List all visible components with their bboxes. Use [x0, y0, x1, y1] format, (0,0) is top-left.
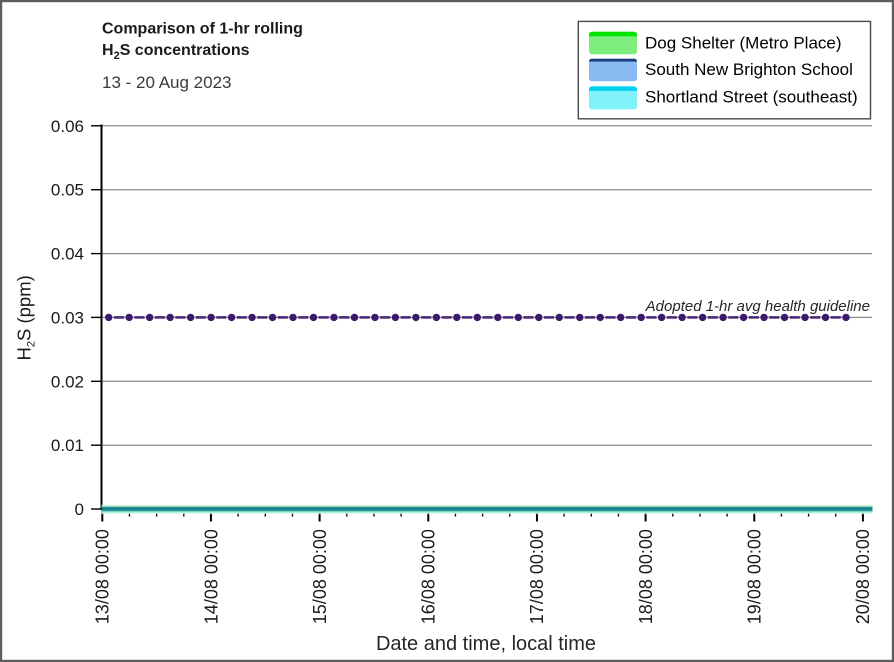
- svg-text:Date and time, local time: Date and time, local time: [376, 633, 596, 655]
- svg-text:Adopted 1-hr avg health guidel: Adopted 1-hr avg health guideline: [645, 298, 870, 315]
- svg-text:H2S (ppm): H2S (ppm): [14, 275, 38, 360]
- svg-text:Shortland Street (southeast): Shortland Street (southeast): [645, 87, 858, 106]
- svg-text:19/08 00:00: 19/08 00:00: [745, 529, 765, 624]
- svg-text:14/08 00:00: 14/08 00:00: [201, 529, 221, 624]
- svg-text:16/08 00:00: 16/08 00:00: [419, 529, 439, 624]
- svg-text:18/08 00:00: 18/08 00:00: [636, 529, 656, 624]
- svg-text:0.02: 0.02: [51, 372, 84, 391]
- svg-text:0.06: 0.06: [51, 117, 84, 136]
- svg-text:20/08 00:00: 20/08 00:00: [853, 529, 873, 624]
- svg-text:0: 0: [75, 500, 84, 519]
- svg-text:H2S concentrations: H2S concentrations: [102, 42, 250, 62]
- svg-text:0.05: 0.05: [51, 181, 84, 200]
- svg-text:South New Brighton School: South New Brighton School: [645, 60, 853, 79]
- svg-text:0.01: 0.01: [51, 436, 84, 455]
- svg-text:13 - 20 Aug 2023: 13 - 20 Aug 2023: [102, 73, 232, 92]
- svg-text:13/08 00:00: 13/08 00:00: [93, 529, 113, 624]
- svg-text:0.03: 0.03: [51, 308, 84, 327]
- svg-text:0.04: 0.04: [51, 245, 84, 264]
- svg-text:Comparison of 1-hr rolling: Comparison of 1-hr rolling: [102, 21, 303, 38]
- svg-text:Dog Shelter (Metro Place): Dog Shelter (Metro Place): [645, 33, 842, 52]
- svg-text:15/08 00:00: 15/08 00:00: [310, 529, 330, 624]
- svg-text:17/08 00:00: 17/08 00:00: [527, 529, 547, 624]
